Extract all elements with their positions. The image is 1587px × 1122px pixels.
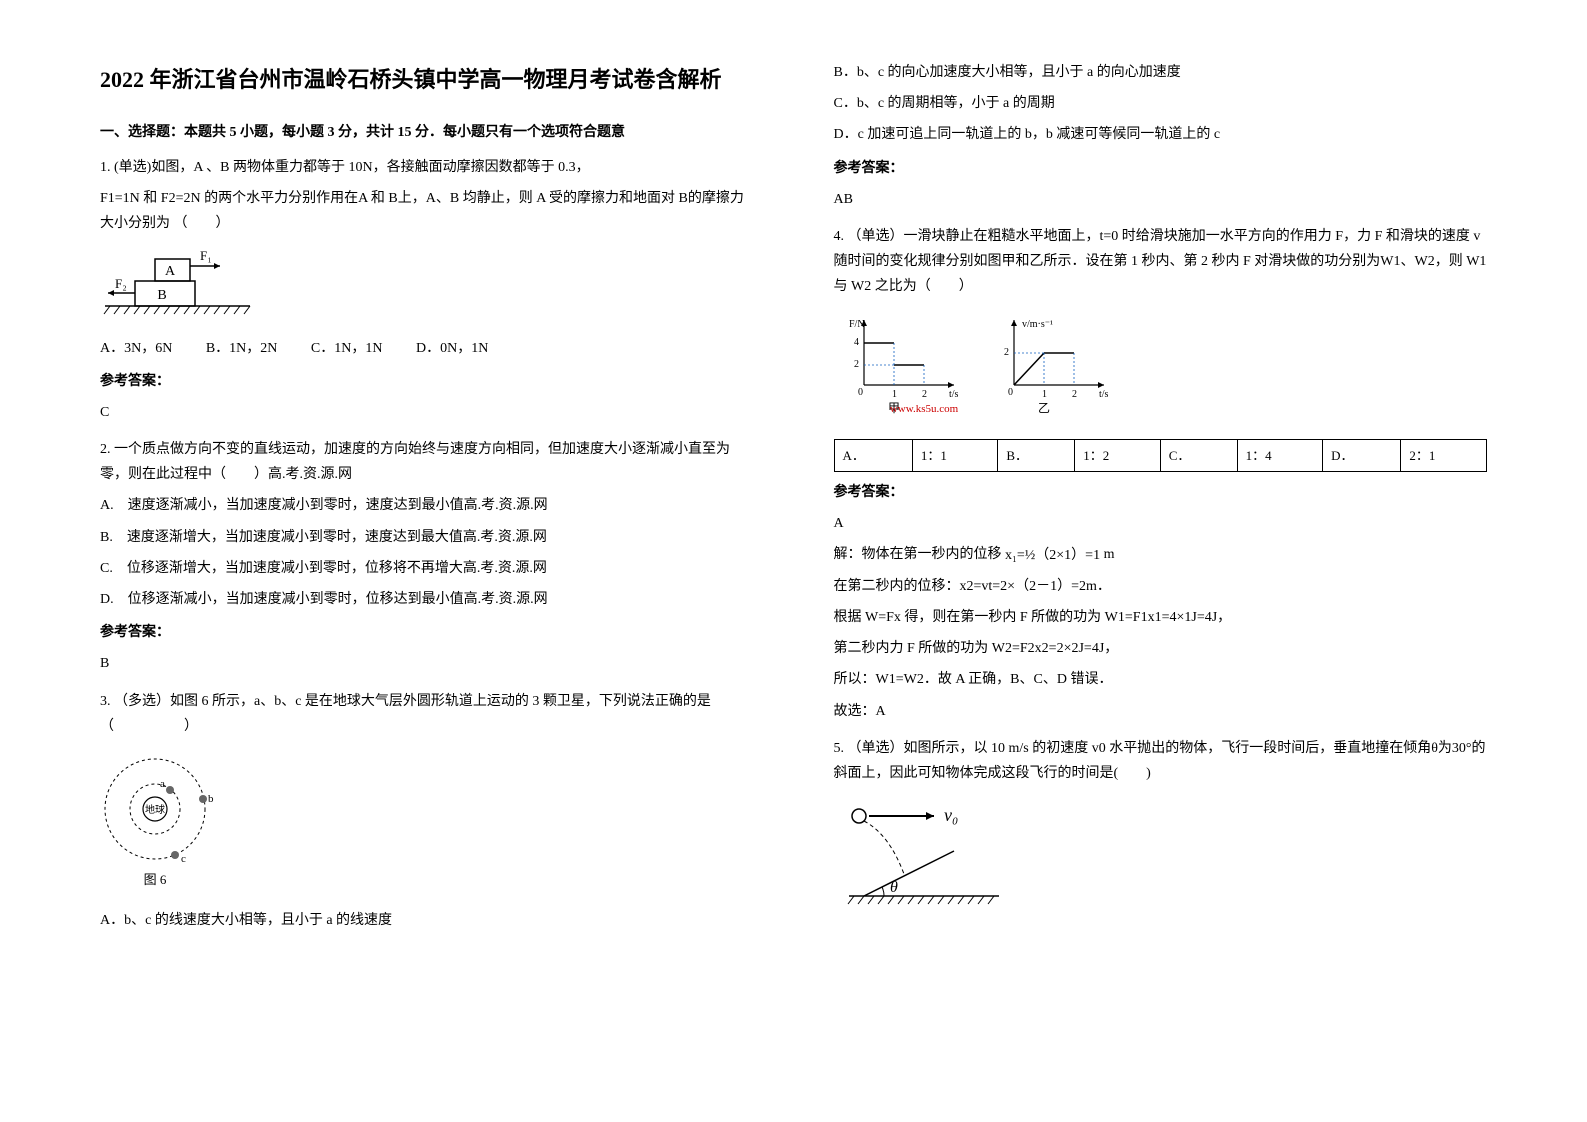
question-5: 5. （单选）如图所示，以 10 m/s 的初速度 v0 水平抛出的物体，飞行一… xyxy=(834,736,1488,926)
q1-optA: A．3N，6N xyxy=(100,341,172,356)
q3-fig-label: 图 6 xyxy=(144,872,167,887)
block-b-label: B xyxy=(157,288,166,303)
q2-options: A. 速度逐渐减小，当加速度减小到零时，速度达到最小值高.考.资.源.网 B. … xyxy=(100,493,754,612)
q4-sol6: 故选：A xyxy=(834,699,1488,724)
sat-b-label: b xyxy=(208,793,214,805)
question-2: 2. 一个质点做方向不变的直线运动，加速度的方向始终与速度方向相同，但加速度大小… xyxy=(100,437,754,677)
q4-optB-label: B． xyxy=(998,439,1075,471)
left-column: 2022 年浙江省台州市温岭石桥头镇中学高一物理月考试卷含解析 一、选择题：本题… xyxy=(100,60,754,1062)
graph2-xlabel: t/s xyxy=(1099,389,1109,400)
q4-optC-label: C． xyxy=(1160,439,1237,471)
q4-sol5: 所以：W1=W2．故 A 正确，B、C、D 错误． xyxy=(834,667,1488,692)
q1-optD: D．0N，1N xyxy=(416,341,488,356)
question-4: 4. （单选）一滑块静止在粗糙水平地面上，t=0 时给滑块施加一水平方向的作用力… xyxy=(834,224,1488,724)
q3-optA: A．b、c 的线速度大小相等，且小于 a 的线速度 xyxy=(100,908,754,933)
q5-stem: 5. （单选）如图所示，以 10 m/s 的初速度 v0 水平抛出的物体，飞行一… xyxy=(834,736,1488,786)
q3-optB: B．b、c 的向心加速度大小相等，且小于 a 的向心加速度 xyxy=(834,60,1488,85)
section-header: 一、选择题：本题共 5 小题，每小题 3 分，共计 15 分．每小题只有一个选项… xyxy=(100,120,754,145)
q4-optA-label: A． xyxy=(834,439,912,471)
q1-optB: B．1N，2N xyxy=(206,341,278,356)
graph1-xlabel: t/s xyxy=(949,389,959,400)
q4-sol1: 解：物体在第一秒内的位移 xyxy=(834,547,1002,562)
svg-text:0: 0 xyxy=(858,387,863,398)
q5-diagram: v₀ xyxy=(834,796,1488,925)
q2-optB: B. 速度逐渐增大，当加速度减小到零时，速度达到最大值高.考.资.源.网 xyxy=(100,525,754,550)
q2-answer-label: 参考答案： xyxy=(100,620,754,645)
q1-optC: C．1N，1N xyxy=(311,341,383,356)
sat-c-label: c xyxy=(181,853,186,865)
q4-stem: 4. （单选）一滑块静止在粗糙水平地面上，t=0 时给滑块施加一水平方向的作用力… xyxy=(834,224,1488,300)
earth-label: 地球 xyxy=(145,803,165,816)
svg-text:4: 4 xyxy=(854,337,859,348)
q4-sol1-formula: x₁=½（2×1）=1 xyxy=(1005,543,1100,568)
q2-answer: B xyxy=(100,651,754,676)
question-3-cont: B．b、c 的向心加速度大小相等，且小于 a 的向心加速度 C．b、c 的周期相… xyxy=(834,60,1488,212)
q3-optC: C．b、c 的周期相等，小于 a 的周期 xyxy=(834,91,1488,116)
q4-sol2: 在第二秒内的位移：x2=vt=2×（2－1）=2m． xyxy=(834,574,1488,599)
q3-optD: D．c 加速可追上同一轨道上的 b，b 减速可等候同一轨道上的 c xyxy=(834,122,1488,147)
svg-text:2: 2 xyxy=(922,389,927,400)
question-3: 3. （多选）如图 6 所示，a、b、c 是在地球大气层外圆形轨道上运动的 3 … xyxy=(100,689,754,934)
graph2-ylabel: v/m·s⁻¹ xyxy=(1022,319,1053,330)
q4-optB-val: 1：2 xyxy=(1075,439,1161,471)
q2-optA: A. 速度逐渐减小，当加速度减小到零时，速度达到最小值高.考.资.源.网 xyxy=(100,493,754,518)
q4-answer: A xyxy=(834,511,1488,536)
force-f2-label: F₂ xyxy=(115,276,127,291)
q3-stem: 3. （多选）如图 6 所示，a、b、c 是在地球大气层外圆形轨道上运动的 3 … xyxy=(100,689,754,739)
table-row: A． 1：1 B． 1：2 C． 1：4 D． 2：1 xyxy=(834,439,1487,471)
q1-diagram: B A F₁ F₂ xyxy=(100,246,754,325)
right-column: B．b、c 的向心加速度大小相等，且小于 a 的向心加速度 C．b、c 的周期相… xyxy=(834,60,1488,1062)
q4-graphs: F/N t/s 4 2 0 1 2 甲 xyxy=(834,310,1488,429)
q4-optD-label: D． xyxy=(1323,439,1401,471)
svg-text:1: 1 xyxy=(1042,389,1047,400)
graph1-ylabel: F/N xyxy=(849,319,865,330)
q4-optC-val: 1：4 xyxy=(1237,439,1323,471)
svg-text:2: 2 xyxy=(854,359,859,370)
block-a-label: A xyxy=(165,264,176,279)
svg-text:0: 0 xyxy=(1008,387,1013,398)
q2-stem: 2. 一个质点做方向不变的直线运动，加速度的方向始终与速度方向相同，但加速度大小… xyxy=(100,437,754,487)
q2-optC: C. 位移逐渐增大，当加速度减小到零时，位移将不再增大高.考.资.源.网 xyxy=(100,556,754,581)
q3-diagram: 地球 a b c 图 6 xyxy=(100,749,754,898)
sat-a-label: a xyxy=(160,778,165,790)
question-1: 1. (单选)如图，A 、B 两物体重力都等于 10N，各接触面动摩擦因数都等于… xyxy=(100,155,754,425)
v0-label: v₀ xyxy=(944,805,958,825)
q1-options: A．3N，6N B．1N，2N C．1N，1N D．0N，1N xyxy=(100,336,754,361)
q4-options-table: A． 1：1 B． 1：2 C． 1：4 D． 2：1 xyxy=(834,439,1488,472)
page-title: 2022 年浙江省台州市温岭石桥头镇中学高一物理月考试卷含解析 xyxy=(100,60,754,100)
q4-sol-line: 解：物体在第一秒内的位移 x₁=½（2×1）=1 m xyxy=(834,542,1488,567)
q1-stem-2: F1=1N 和 F2=2N 的两个水平力分别作用在A 和 B上，A、B 均静止，… xyxy=(100,186,754,236)
q4-sol4: 第二秒内力 F 所做的功为 W2=F2x2=2×2J=4J， xyxy=(834,636,1488,661)
graph-url: www.ks5u.com xyxy=(889,403,958,415)
q4-answer-label: 参考答案： xyxy=(834,480,1488,505)
q1-stem-1: 1. (单选)如图，A 、B 两物体重力都等于 10N，各接触面动摩擦因数都等于… xyxy=(100,155,754,180)
q4-optD-val: 2：1 xyxy=(1401,439,1487,471)
graph2-caption: 乙 xyxy=(1037,401,1049,415)
q3-answer-label: 参考答案： xyxy=(834,156,1488,181)
svg-text:2: 2 xyxy=(1072,389,1077,400)
svg-text:2: 2 xyxy=(1004,347,1009,358)
q2-optD: D. 位移逐渐减小，当加速度减小到零时，位移达到最小值高.考.资.源.网 xyxy=(100,587,754,612)
q3-answer: AB xyxy=(834,187,1488,212)
svg-text:1: 1 xyxy=(892,389,897,400)
q4-sol3: 根据 W=Fx 得，则在第一秒内 F 所做的功为 W1=F1x1=4×1J=4J… xyxy=(834,605,1488,630)
q4-optA-val: 1：1 xyxy=(912,439,998,471)
force-f1-label: F₁ xyxy=(200,248,212,263)
q4-sol1-unit: m xyxy=(1104,547,1115,562)
theta-label: θ xyxy=(890,879,898,896)
q1-answer-label: 参考答案： xyxy=(100,369,754,394)
q1-answer: C xyxy=(100,400,754,425)
